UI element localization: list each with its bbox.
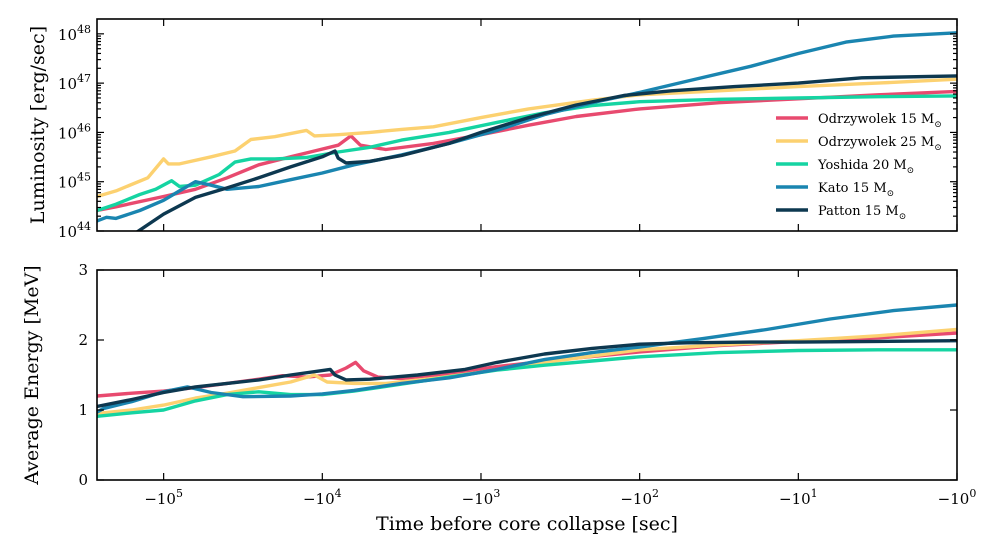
luminosity-y-axis-label: Luminosity [erg/sec]: [27, 26, 49, 224]
x-tick-label: −103: [462, 487, 501, 508]
energy-ticks: 0 1 2 3 −105 −104 −103 −102 −101 −100: [78, 261, 976, 508]
average_energy-series-patton-15: [97, 339, 957, 409]
x-axis-label: Time before core collapse [sec]: [376, 513, 678, 535]
x-tick-label: −100: [938, 487, 977, 508]
luminosity-series-kato-15: [97, 31, 957, 223]
luminosity-panel: 1044 1045 1046 1047 1048 Luminosity [erg/sec…: [27, 18, 958, 241]
energy-panel: 0 1 2 3 −105 −104 −103 −102 −101 −100 Average Ene…: [21, 261, 976, 535]
y-tick-label: 1044: [58, 220, 91, 241]
legend-label: Yoshida 20 M⊙: [817, 158, 914, 176]
x-tick-label: −102: [620, 487, 659, 508]
x-tick-label: −105: [144, 487, 183, 508]
y-tick-label: 0: [78, 471, 88, 489]
legend-label: Patton 15 M⊙: [818, 204, 906, 222]
energy-y-axis-label: Average Energy [MeV]: [21, 265, 43, 485]
x-tick-label: −101: [779, 487, 818, 508]
legend: Odrzywolek 15 M⊙ Odrzywolek 25 M⊙ Yoshida …: [776, 112, 942, 222]
y-tick-label: 3: [78, 261, 88, 279]
average_energy-series-odrzywolek-25: [97, 327, 957, 416]
luminosity-ticks: 1044 1045 1046 1047 1048: [58, 19, 958, 241]
y-tick-label: 1047: [58, 72, 91, 93]
energy-plot-frame: [96, 269, 958, 481]
legend-label: Odrzywolek 15 M⊙: [818, 112, 942, 130]
y-tick-label: 2: [78, 331, 88, 349]
x-tick-label: −104: [303, 487, 342, 508]
y-tick-label: 1046: [58, 121, 91, 142]
energy-series-group: [97, 303, 957, 418]
luminosity-series-yoshida-20: [97, 94, 957, 213]
luminosity-series-group: [97, 31, 957, 231]
luminosity-plot-frame: [96, 18, 958, 232]
y-tick-label: 1: [78, 401, 88, 419]
y-tick-label: 1045: [58, 171, 91, 192]
luminosity-series-patton-15: [135, 74, 957, 231]
legend-label: Odrzywolek 25 M⊙: [818, 135, 942, 153]
legend-label: Kato 15 M⊙: [818, 181, 894, 199]
y-tick-label: 1048: [58, 23, 91, 44]
